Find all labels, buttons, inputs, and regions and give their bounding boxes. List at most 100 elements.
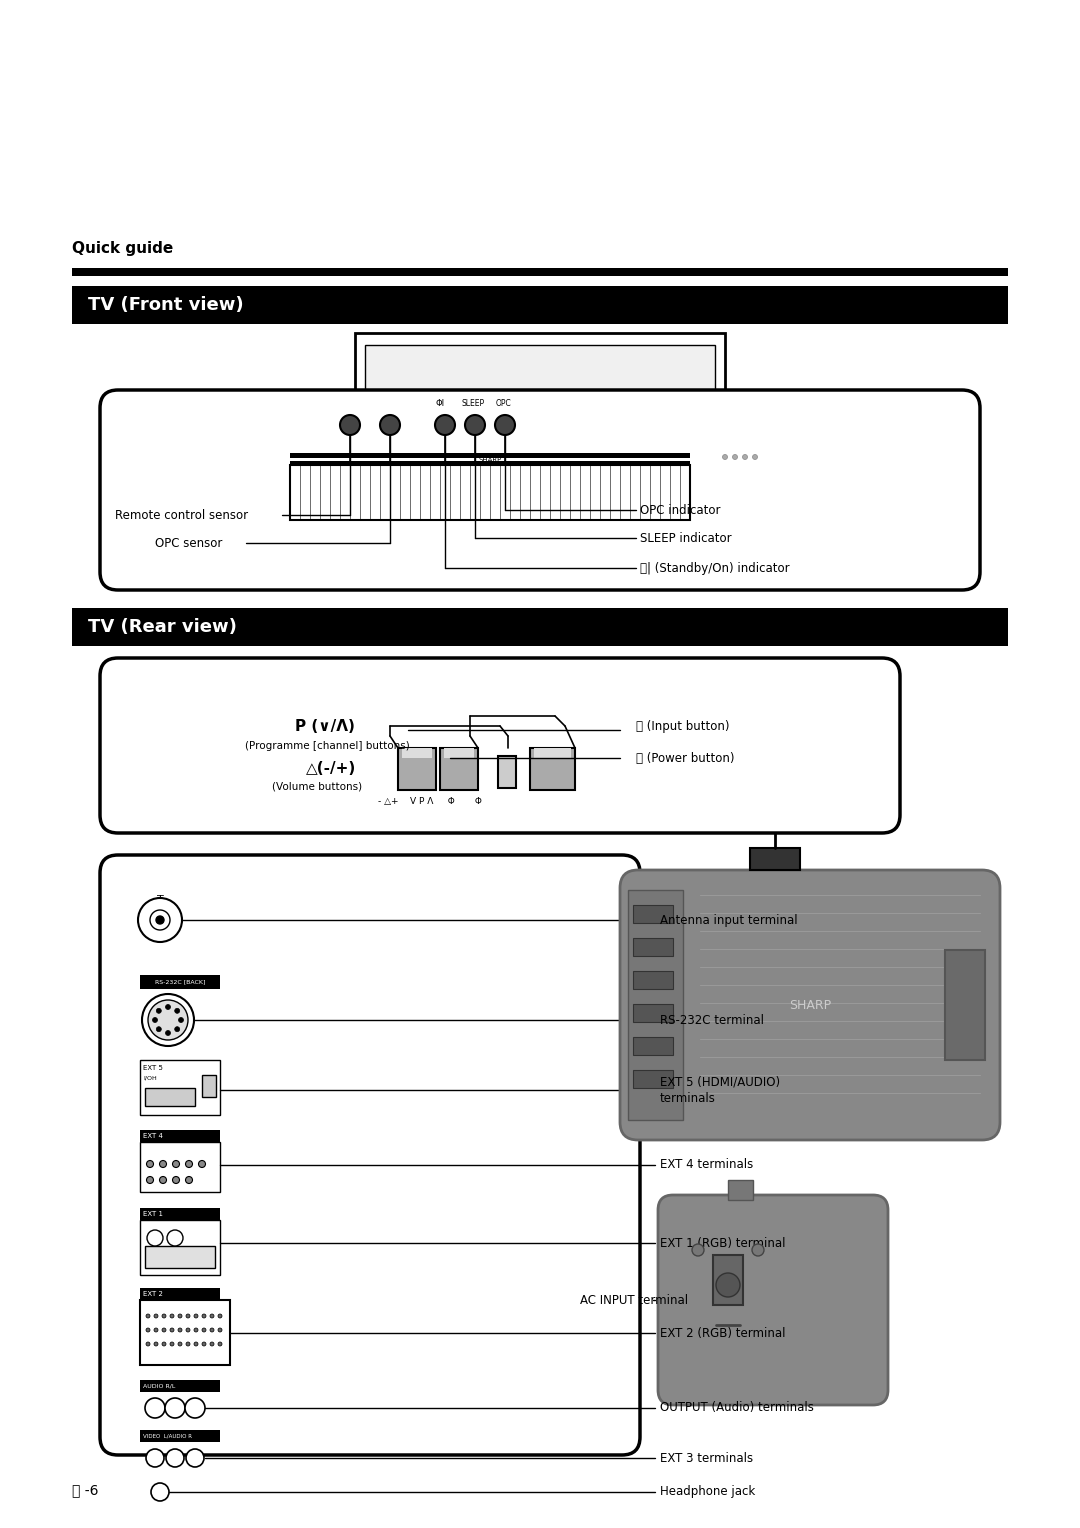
Circle shape (732, 454, 738, 460)
Bar (291, 452, 690, 458)
Text: SLEEP: SLEEP (461, 399, 485, 408)
Bar (291, 465, 690, 520)
Text: EXT 1: EXT 1 (143, 1212, 163, 1216)
Circle shape (210, 1328, 214, 1332)
Text: EXT 2 (RGB) terminal: EXT 2 (RGB) terminal (660, 1326, 785, 1340)
Circle shape (194, 1328, 198, 1332)
Text: ⏻| (Standby/On) indicator: ⏻| (Standby/On) indicator (640, 561, 789, 575)
Text: (Volume buttons): (Volume buttons) (272, 781, 362, 792)
Bar (140, 1430, 220, 1442)
Bar (713, 1254, 743, 1305)
Text: T: T (157, 895, 163, 905)
Bar (465, 500, 615, 510)
Circle shape (210, 1314, 214, 1319)
Circle shape (147, 1230, 163, 1245)
Circle shape (743, 454, 747, 460)
FancyBboxPatch shape (100, 856, 640, 1455)
FancyBboxPatch shape (658, 1195, 888, 1406)
Bar (440, 749, 478, 790)
Text: OPC sensor: OPC sensor (156, 536, 222, 550)
Text: OPC: OPC (495, 399, 511, 408)
Bar (140, 1288, 220, 1300)
Circle shape (716, 1273, 740, 1297)
Circle shape (150, 911, 170, 931)
Circle shape (160, 1160, 166, 1167)
Circle shape (152, 1018, 158, 1022)
Circle shape (165, 1030, 171, 1036)
Text: EXT 3 terminals: EXT 3 terminals (660, 1452, 753, 1464)
Bar (355, 333, 725, 471)
Text: TV (Front view): TV (Front view) (87, 296, 244, 313)
Bar (750, 848, 800, 869)
Circle shape (151, 1484, 168, 1500)
Bar (633, 1038, 673, 1054)
Text: RS-232C terminal: RS-232C terminal (660, 1013, 764, 1027)
Circle shape (175, 1027, 179, 1031)
Circle shape (173, 1177, 179, 1184)
Circle shape (753, 454, 757, 460)
Bar (355, 449, 725, 471)
Bar (402, 749, 432, 758)
Circle shape (178, 1328, 183, 1332)
Text: AUDIO R/L: AUDIO R/L (143, 1383, 175, 1389)
Circle shape (166, 1449, 184, 1467)
Bar (633, 905, 673, 923)
Circle shape (186, 1328, 190, 1332)
Text: SHARP: SHARP (788, 998, 832, 1012)
Circle shape (692, 1244, 704, 1256)
Text: EXT 4 terminals: EXT 4 terminals (660, 1158, 753, 1172)
Text: Antenna input terminal: Antenna input terminal (660, 914, 798, 926)
Circle shape (146, 1314, 150, 1319)
Text: Ⓐ -6: Ⓐ -6 (72, 1484, 98, 1497)
Bar (140, 1209, 220, 1219)
Bar (728, 1180, 753, 1199)
Text: (Programme [channel] buttons): (Programme [channel] buttons) (245, 741, 409, 750)
Text: VIDEO  L/AUDIO R: VIDEO L/AUDIO R (143, 1433, 192, 1438)
Bar (633, 1070, 673, 1088)
Text: I/OH: I/OH (143, 1076, 157, 1080)
Text: OUTPUT (Audio) terminals: OUTPUT (Audio) terminals (660, 1401, 814, 1415)
Circle shape (175, 1008, 179, 1013)
Text: ΦI: ΦI (435, 399, 445, 408)
Text: SHARP: SHARP (478, 457, 501, 463)
Circle shape (340, 416, 360, 435)
FancyBboxPatch shape (100, 659, 900, 833)
Bar (140, 1060, 220, 1115)
Bar (365, 345, 715, 448)
Text: ⏻ (Power button): ⏻ (Power button) (636, 752, 734, 764)
Circle shape (162, 1342, 166, 1346)
Bar (72, 267, 1008, 277)
Circle shape (162, 1328, 166, 1332)
Circle shape (170, 1328, 174, 1332)
Bar (140, 1141, 220, 1192)
Text: ⮌ (Input button): ⮌ (Input button) (636, 720, 729, 732)
Circle shape (154, 1328, 158, 1332)
Circle shape (186, 1342, 190, 1346)
Bar (633, 938, 673, 957)
Circle shape (218, 1328, 222, 1332)
Text: Remote control sensor: Remote control sensor (114, 509, 248, 521)
Circle shape (210, 1342, 214, 1346)
Circle shape (170, 1342, 174, 1346)
Circle shape (202, 1314, 206, 1319)
Circle shape (156, 915, 164, 924)
Bar (945, 950, 985, 1060)
Bar (399, 749, 436, 790)
Circle shape (185, 1398, 205, 1418)
Circle shape (178, 1314, 183, 1319)
Bar (534, 749, 571, 758)
Bar (633, 970, 673, 989)
Circle shape (147, 1160, 153, 1167)
Circle shape (199, 1160, 205, 1167)
Circle shape (148, 999, 188, 1041)
Circle shape (165, 1398, 185, 1418)
Circle shape (186, 1160, 192, 1167)
Text: EXT 5 (HDMI/AUDIO): EXT 5 (HDMI/AUDIO) (660, 1076, 780, 1088)
Bar (72, 286, 1008, 324)
Bar (530, 749, 575, 790)
Circle shape (178, 1018, 184, 1022)
Bar (490, 471, 590, 500)
Circle shape (218, 1314, 222, 1319)
FancyBboxPatch shape (100, 390, 980, 590)
Bar (140, 1219, 220, 1274)
